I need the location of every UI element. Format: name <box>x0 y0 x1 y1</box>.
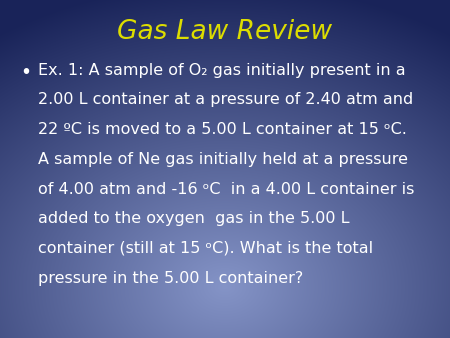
Text: •: • <box>20 63 32 81</box>
Text: A sample of Ne gas initially held at a pressure: A sample of Ne gas initially held at a p… <box>38 152 408 167</box>
Text: 2.00 L container at a pressure of 2.40 atm and: 2.00 L container at a pressure of 2.40 a… <box>38 92 414 107</box>
Text: of 4.00 atm and -16 ᵒC  in a 4.00 L container is: of 4.00 atm and -16 ᵒC in a 4.00 L conta… <box>38 182 414 196</box>
Text: container (still at 15 ᵒC). What is the total: container (still at 15 ᵒC). What is the … <box>38 241 374 256</box>
Text: 22 ºC is moved to a 5.00 L container at 15 ᵒC.: 22 ºC is moved to a 5.00 L container at … <box>38 122 407 137</box>
Text: pressure in the 5.00 L container?: pressure in the 5.00 L container? <box>38 271 303 286</box>
Text: added to the oxygen  gas in the 5.00 L: added to the oxygen gas in the 5.00 L <box>38 211 350 226</box>
Text: Ex. 1: A sample of O₂ gas initially present in a: Ex. 1: A sample of O₂ gas initially pres… <box>38 63 406 77</box>
Text: Gas Law Review: Gas Law Review <box>117 19 333 45</box>
